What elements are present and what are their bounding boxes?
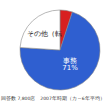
svg-text:その他（転: その他（転 bbox=[27, 30, 62, 38]
svg-text:事務71%: 事務71% bbox=[62, 57, 78, 73]
html-text:回答数 7,800店 2007年時期（カ～6年平均）: 回答数 7,800店 2007年時期（カ～6年平均） bbox=[1, 96, 105, 101]
